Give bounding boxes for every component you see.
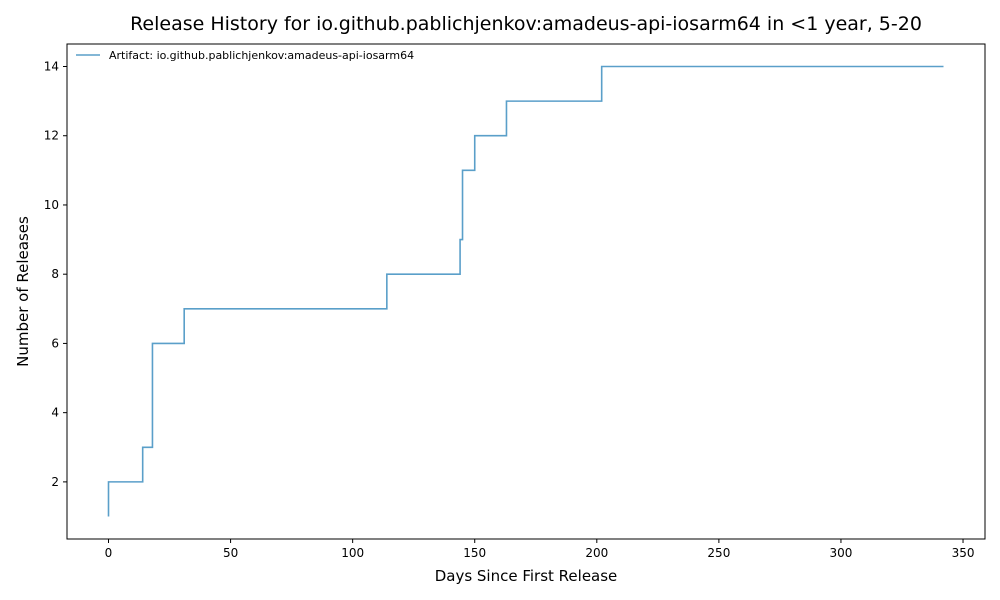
legend-label: Artifact: io.github.pablichjenkov:amadeu…	[109, 49, 414, 62]
y-tick-label: 10	[44, 198, 59, 212]
y-tick-label: 6	[51, 336, 59, 350]
legend: Artifact: io.github.pablichjenkov:amadeu…	[76, 49, 414, 62]
y-tick-label: 2	[51, 475, 59, 489]
y-axis-ticks: 2 4 6 8 10 12 14	[44, 60, 67, 489]
x-tick-label: 150	[463, 546, 486, 560]
chart-title: Release History for io.github.pablichjen…	[130, 13, 922, 35]
x-tick-label: 350	[952, 546, 975, 560]
x-tick-label: 100	[341, 546, 364, 560]
x-tick-label: 200	[585, 546, 608, 560]
y-tick-label: 8	[51, 267, 59, 281]
x-axis-ticks: 0 50 100 150 200 250 300 350	[105, 539, 975, 560]
series-line	[107, 65, 944, 517]
x-tick-label: 0	[105, 546, 113, 560]
y-axis-label: Number of Releases	[14, 216, 32, 367]
x-axis-label: Days Since First Release	[435, 567, 618, 585]
x-tick-label: 300	[829, 546, 852, 560]
y-tick-label: 12	[44, 129, 59, 143]
plot-area-frame	[66, 43, 986, 540]
series-layer	[107, 65, 944, 517]
y-tick-label: 4	[51, 406, 59, 420]
x-tick-label: 50	[223, 546, 238, 560]
y-tick-label: 14	[44, 60, 59, 74]
x-tick-label: 250	[707, 546, 730, 560]
